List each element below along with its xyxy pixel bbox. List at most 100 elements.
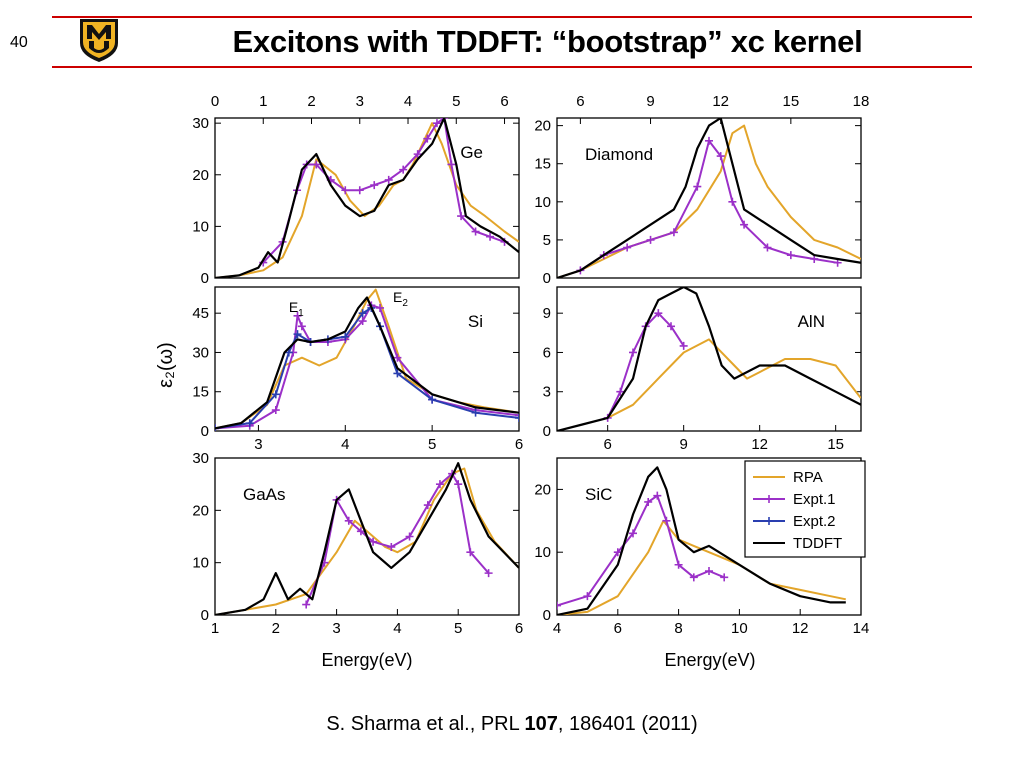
xtick-top-label-ge: 4 <box>404 93 412 110</box>
point-expt2-si <box>471 408 480 417</box>
point-expt1-ge <box>486 232 495 241</box>
point-expt1-si <box>271 406 280 415</box>
xtick-label-si: 4 <box>341 436 349 453</box>
plot-area-gaas <box>215 462 519 615</box>
xtick-label-gaas: 3 <box>332 620 340 637</box>
panel-label-ge: Ge <box>460 143 483 162</box>
point-expt1-diamond <box>646 235 655 244</box>
xtick-label-aln: 15 <box>827 436 844 453</box>
series-tddft-gaas <box>215 462 519 615</box>
point-expt1-sic <box>674 560 683 569</box>
xtick-label-gaas: 6 <box>515 620 523 637</box>
xtick-label-gaas: 2 <box>272 620 280 637</box>
point-expt1-sic <box>583 592 592 601</box>
xtick-top-label-ge: 6 <box>500 93 508 110</box>
series-expt1-diamond <box>579 139 838 272</box>
xtick-top-label-ge: 5 <box>452 93 460 110</box>
point-expt1-si <box>297 322 306 331</box>
point-expt2-si <box>293 330 302 339</box>
point-expt1-gaas <box>405 532 414 541</box>
ytick-label-diamond: 10 <box>534 194 551 211</box>
point-expt1-diamond <box>786 251 795 260</box>
ytick-label-gaas: 30 <box>192 450 209 467</box>
point-expt1-sic <box>653 491 662 500</box>
series-expt1-gaas <box>305 472 490 605</box>
plot-area-diamond <box>557 118 861 278</box>
point-expt1-sic <box>720 573 729 582</box>
point-expt1-si <box>393 353 402 362</box>
xtick-label-aln: 9 <box>679 436 687 453</box>
panel-frame-diamond <box>556 117 862 279</box>
point-expt1-aln <box>616 387 625 396</box>
xtick-label-gaas: 1 <box>211 620 219 637</box>
xtick-label-sic: 8 <box>674 620 682 637</box>
point-expt1-diamond <box>810 254 819 263</box>
point-expt1-sic <box>629 529 637 538</box>
legend-label-tddft: TDDFT <box>793 535 842 552</box>
xtick-label-gaas: 4 <box>393 620 401 637</box>
xtick-label-aln: 12 <box>751 436 768 453</box>
point-expt2-si <box>428 395 437 404</box>
panel-frame-ge <box>214 117 520 279</box>
point-expt1-ge <box>399 165 408 174</box>
ytick-label-ge: 0 <box>201 270 209 287</box>
point-expt1-si <box>293 311 302 320</box>
plot-area-si <box>215 288 519 431</box>
point-expt1-gaas <box>484 569 493 578</box>
point-expt1-aln <box>679 341 688 350</box>
plot-area-sic <box>557 466 846 615</box>
ytick-label-ge: 30 <box>192 115 209 132</box>
ytick-label-ge: 10 <box>192 218 209 235</box>
xtick-top-label-diamond: 6 <box>576 93 584 110</box>
ytick-label-aln: 9 <box>543 305 551 322</box>
legend-label-expt2: Expt.2 <box>793 513 836 530</box>
point-expt1-aln <box>629 348 637 357</box>
point-expt1-diamond <box>740 220 749 229</box>
xtick-top-label-diamond: 9 <box>646 93 654 110</box>
point-expt1-diamond <box>623 243 632 252</box>
slide-title: Excitons with TDDFT: “bootstrap” xc kern… <box>232 24 863 59</box>
point-expt1-gaas <box>387 542 396 551</box>
point-expt1-gaas <box>454 480 463 489</box>
legend-label-expt1: Expt.1 <box>793 491 836 508</box>
point-expt1-sic <box>662 516 671 525</box>
series-rpa-sic <box>557 519 846 615</box>
point-expt2-si <box>393 369 402 378</box>
point-expt1-gaas <box>344 516 353 525</box>
point-expt1-diamond <box>763 243 772 252</box>
panel-label-gaas: GaAs <box>243 485 286 504</box>
ytick-label-sic: 10 <box>534 544 551 561</box>
xtick-label-sic: 12 <box>792 620 809 637</box>
legend-marker-expt2 <box>765 517 773 525</box>
ytick-label-gaas: 0 <box>201 607 209 624</box>
xtick-top-label-ge: 1 <box>259 93 267 110</box>
ytick-label-aln: 6 <box>543 344 551 361</box>
point-expt1-gaas <box>435 480 444 489</box>
point-expt1-sic <box>705 567 713 576</box>
series-tddft-sic <box>557 466 846 615</box>
xtick-label-sic: 6 <box>614 620 622 637</box>
point-expt1-ge <box>432 119 441 128</box>
bottom-rule <box>52 66 972 68</box>
point-expt1-ge <box>423 134 432 143</box>
point-expt1-ge <box>457 212 466 221</box>
ytick-label-gaas: 20 <box>192 502 209 519</box>
series-tddft-aln <box>557 287 861 431</box>
x-axis-label-left: Energy(eV) <box>321 650 412 670</box>
xtick-label-aln: 6 <box>603 436 611 453</box>
xtick-top-label-diamond: 15 <box>783 93 800 110</box>
series-tddft-si <box>215 296 519 430</box>
xtick-label-si: 3 <box>254 436 262 453</box>
point-expt2-si <box>358 309 367 318</box>
point-expt1-ge <box>312 160 321 169</box>
ytick-label-diamond: 5 <box>543 232 551 249</box>
point-expt1-gaas <box>302 600 311 609</box>
series-expt1-si <box>215 304 519 430</box>
citation-pages: , 186401 (2011) <box>557 713 698 735</box>
point-expt2-si <box>271 390 280 399</box>
ytick-label-sic: 0 <box>543 607 551 624</box>
point-expt1-aln <box>667 322 675 331</box>
point-expt1-si <box>358 317 367 326</box>
point-expt1-si <box>515 411 519 420</box>
slide-number: 40 <box>10 34 28 51</box>
